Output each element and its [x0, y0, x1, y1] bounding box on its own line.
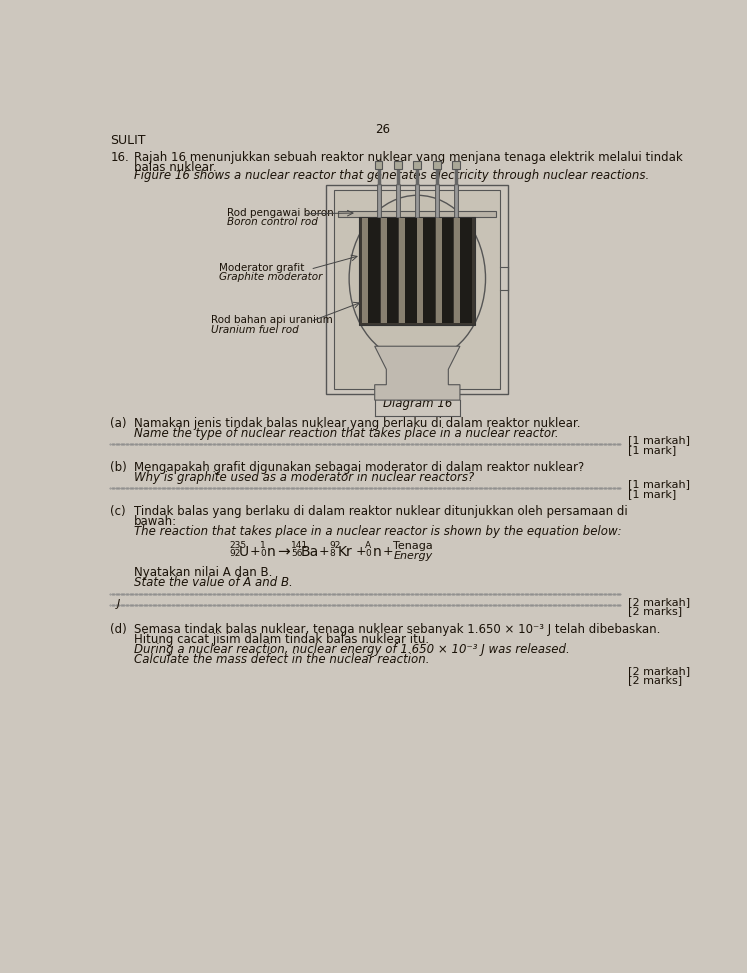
Bar [375, 162, 382, 169]
Text: Nyatakan nilai A dan B.: Nyatakan nilai A dan B. [134, 566, 272, 580]
Bar [368, 218, 380, 323]
Bar [452, 162, 460, 169]
Text: bawah:: bawah: [134, 515, 177, 527]
Bar [326, 185, 508, 394]
Bar [387, 218, 398, 323]
Text: (a): (a) [111, 417, 127, 430]
Text: Figure 16 shows a nuclear reactor that generates electricity through nuclear rea: Figure 16 shows a nuclear reactor that g… [134, 169, 649, 182]
Text: Semasa tindak balas nuklear, tenaga nuklear sebanyak 1.650 × 10⁻³ J telah dibeba: Semasa tindak balas nuklear, tenaga nukl… [134, 624, 660, 636]
Ellipse shape [349, 196, 486, 362]
Text: [2 markah]: [2 markah] [628, 666, 690, 676]
Text: balas nuklear.: balas nuklear. [134, 161, 217, 173]
Text: Tindak balas yang berlaku di dalam reaktor nuklear ditunjukkan oleh persamaan di: Tindak balas yang berlaku di dalam reakt… [134, 505, 627, 518]
Bar [362, 218, 368, 323]
Text: [2 marks]: [2 marks] [628, 606, 682, 617]
Text: 92: 92 [329, 541, 341, 550]
Text: 141: 141 [291, 541, 308, 550]
Bar [394, 162, 402, 169]
Bar [436, 218, 441, 323]
Text: Rod pengawai boron: Rod pengawai boron [226, 207, 333, 218]
Text: Hitung cacat jisim dalam tindak balas nuklear itu.: Hitung cacat jisim dalam tindak balas nu… [134, 633, 429, 646]
Text: Name the type of nuclear reaction that takes place in a nuclear reactor.: Name the type of nuclear reaction that t… [134, 427, 558, 440]
Bar [381, 218, 387, 323]
Bar [338, 211, 496, 217]
Text: (b): (b) [111, 461, 127, 474]
Text: n: n [267, 545, 276, 559]
Text: Diagram 16: Diagram 16 [382, 397, 452, 410]
Bar [433, 162, 441, 169]
Bar [413, 162, 421, 169]
Text: [2 markah]: [2 markah] [628, 597, 690, 607]
Text: [1 mark]: [1 mark] [628, 445, 676, 454]
Bar [454, 218, 460, 323]
Text: +: + [382, 545, 393, 558]
Text: →: → [277, 545, 290, 559]
Text: SULIT: SULIT [111, 133, 146, 147]
Text: 92: 92 [229, 550, 241, 559]
Text: Tenaga: Tenaga [394, 541, 433, 551]
Polygon shape [375, 346, 460, 400]
Text: Calculate the mass defect in the nuclear reaction.: Calculate the mass defect in the nuclear… [134, 654, 430, 667]
Text: Graphite moderator: Graphite moderator [219, 272, 322, 282]
Text: U: U [239, 545, 249, 559]
Text: 1: 1 [260, 541, 266, 550]
Text: Uranium fuel rod: Uranium fuel rod [211, 325, 299, 335]
Text: 16.: 16. [111, 151, 129, 163]
Text: (d): (d) [111, 624, 127, 636]
Text: 0: 0 [260, 550, 266, 559]
Text: 235: 235 [229, 541, 246, 550]
Text: 56: 56 [291, 550, 303, 559]
Bar [399, 218, 405, 323]
Text: +: + [356, 545, 366, 558]
Text: During a nuclear reaction, nuclear energy of 1.650 × 10⁻³ J was released.: During a nuclear reaction, nuclear energ… [134, 643, 569, 657]
Text: +: + [250, 545, 261, 558]
Text: J: J [117, 598, 120, 609]
Text: [1 mark]: [1 mark] [628, 488, 676, 499]
Text: 26: 26 [375, 123, 390, 136]
Text: Energy: Energy [394, 551, 433, 561]
Text: Kr: Kr [338, 545, 353, 559]
Bar [460, 218, 471, 323]
Text: 8: 8 [329, 550, 335, 559]
Text: n: n [372, 545, 381, 559]
Text: [1 markah]: [1 markah] [628, 436, 690, 446]
Text: The reaction that takes place in a nuclear reactor is shown by the equation belo: The reaction that takes place in a nucle… [134, 524, 622, 538]
Bar [418, 218, 424, 323]
Text: Rajah 16: Rajah 16 [391, 388, 443, 401]
Text: Ba: Ba [301, 545, 319, 559]
Text: (c): (c) [111, 505, 126, 518]
Text: Namakan jenis tindak balas nuklear yang berlaku di dalam reaktor nuklear.: Namakan jenis tindak balas nuklear yang … [134, 417, 580, 430]
Text: Rod bahan api uranium: Rod bahan api uranium [211, 315, 333, 325]
Bar [441, 218, 453, 323]
Text: A: A [365, 541, 371, 550]
Bar [405, 218, 417, 323]
Text: State the value of A and B.: State the value of A and B. [134, 576, 292, 590]
Text: Boron control rod: Boron control rod [226, 217, 317, 227]
Bar [359, 217, 475, 325]
Bar [424, 218, 435, 323]
Text: Mengapakah grafit digunakan sebagai moderator di dalam reaktor nuklear?: Mengapakah grafit digunakan sebagai mode… [134, 461, 584, 474]
Text: Rajah 16 menunjukkan sebuah reaktor nuklear yang menjana tenaga elektrik melalui: Rajah 16 menunjukkan sebuah reaktor nukl… [134, 151, 683, 163]
Text: 0: 0 [365, 550, 371, 559]
Bar [334, 190, 500, 388]
Text: [1 markah]: [1 markah] [628, 480, 690, 489]
Text: Moderator grafit: Moderator grafit [219, 263, 304, 273]
Text: +: + [319, 545, 329, 558]
Text: Why is graphite used as a moderator in nuclear reactors?: Why is graphite used as a moderator in n… [134, 471, 474, 484]
Text: [2 marks]: [2 marks] [628, 675, 682, 685]
